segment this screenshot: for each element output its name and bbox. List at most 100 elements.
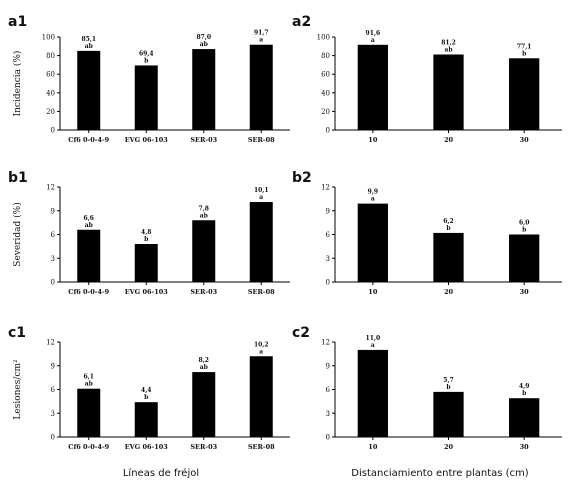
bar [509, 398, 540, 437]
y-axis-label: Incidencia (%) [12, 51, 23, 117]
bar [77, 50, 101, 131]
bar [134, 65, 158, 130]
x-tick-label: SER-08 [248, 443, 275, 451]
y-tick-label: 9 [326, 362, 330, 370]
data-label: 6,2 [443, 218, 453, 225]
significance-letter: ab [444, 46, 452, 53]
y-tick-label: 12 [321, 184, 330, 192]
bar [357, 203, 388, 282]
significance-letter: ab [200, 364, 208, 371]
y-tick-label: 9 [51, 207, 55, 215]
significance-letter: a [371, 37, 375, 44]
y-tick-label: 80 [46, 52, 55, 60]
bar [77, 229, 101, 282]
panel-label: a1 [8, 14, 27, 30]
x-tick-label: SER-03 [190, 443, 217, 451]
bar [433, 54, 464, 130]
significance-letter: b [522, 227, 526, 234]
y-tick-label: 0 [326, 434, 330, 442]
bar [433, 391, 464, 437]
bar [134, 244, 158, 282]
group-label-right: Distanciamiento entre plantas (cm) [351, 468, 529, 479]
y-tick-label: 40 [46, 89, 55, 97]
bar [192, 372, 216, 437]
significance-letter: ab [85, 381, 93, 388]
y-axis-label: Severidad (%) [12, 202, 23, 266]
significance-letter: a [371, 196, 375, 203]
data-label: 81,2 [441, 39, 456, 46]
bar [192, 49, 216, 131]
data-label: 4,8 [141, 229, 151, 236]
bar [509, 234, 540, 282]
panel-label: c1 [8, 325, 26, 341]
data-label: 85,1 [81, 36, 96, 43]
significance-letter: a [259, 194, 263, 201]
x-tick-label: 10 [368, 288, 378, 296]
data-label: 69,4 [139, 50, 154, 57]
significance-letter: b [446, 225, 450, 232]
x-tick-label: Cf6 0-0-4-9 [68, 443, 109, 451]
x-tick-label: EVG 06-103 [125, 288, 169, 296]
data-label: 5,7 [443, 377, 453, 384]
bar [249, 356, 273, 437]
data-label: 10,2 [254, 341, 269, 348]
data-label: 6,6 [84, 215, 94, 222]
bar [249, 202, 273, 282]
group-label-left: Líneas de fréjol [123, 467, 199, 479]
significance-letter: b [144, 236, 148, 243]
bar [357, 44, 388, 131]
x-tick-label: SER-08 [248, 136, 275, 144]
significance-letter: b [446, 384, 450, 391]
x-tick-label: Cf6 0-0-4-9 [68, 288, 109, 296]
significance-letter: b [144, 394, 148, 401]
panel-label: b2 [292, 170, 312, 186]
significance-letter: ab [200, 212, 208, 219]
x-tick-label: SER-03 [190, 288, 217, 296]
y-tick-label: 100 [317, 34, 330, 42]
significance-letter: b [522, 390, 526, 397]
y-tick-label: 0 [51, 279, 55, 287]
y-tick-label: 12 [46, 184, 55, 192]
y-tick-label: 3 [51, 255, 55, 263]
data-label: 8,2 [199, 357, 209, 364]
significance-letter: b [144, 57, 148, 64]
y-tick-label: 3 [326, 410, 330, 418]
data-label: 91,6 [366, 30, 381, 37]
bar [433, 232, 464, 282]
bar [249, 44, 273, 130]
y-tick-label: 6 [326, 386, 331, 394]
y-tick-label: 60 [321, 71, 330, 79]
x-tick-label: SER-03 [190, 136, 217, 144]
x-tick-label: SER-08 [248, 288, 275, 296]
x-tick-label: EVG 06-103 [125, 136, 169, 144]
y-tick-label: 12 [321, 339, 330, 347]
data-label: 4,9 [519, 383, 529, 390]
y-tick-label: 9 [326, 207, 330, 215]
y-tick-label: 3 [326, 255, 330, 263]
bar [192, 220, 216, 282]
y-tick-label: 40 [321, 89, 330, 97]
data-label: 11,0 [366, 335, 381, 342]
x-tick-label: 30 [520, 136, 530, 144]
data-label: 77,1 [517, 43, 532, 50]
significance-letter: ab [200, 41, 208, 48]
data-label: 4,4 [141, 387, 151, 394]
significance-letter: b [522, 50, 526, 57]
bar [77, 388, 101, 437]
y-tick-label: 0 [51, 127, 55, 135]
significance-letter: a [371, 342, 375, 349]
significance-letter: ab [85, 43, 93, 50]
significance-letter: ab [85, 222, 93, 229]
y-tick-label: 6 [326, 231, 331, 239]
x-tick-label: 20 [444, 136, 454, 144]
x-tick-label: 20 [444, 443, 454, 451]
data-label: 91,7 [254, 30, 269, 37]
panel-label: a2 [292, 14, 311, 30]
y-tick-label: 100 [42, 34, 55, 42]
panel-a1: a1 0 20 40 60 80 100 Incidencia (%) Cf6 0-0-4-9 8… [8, 14, 290, 144]
data-label: 10,1 [254, 187, 269, 194]
